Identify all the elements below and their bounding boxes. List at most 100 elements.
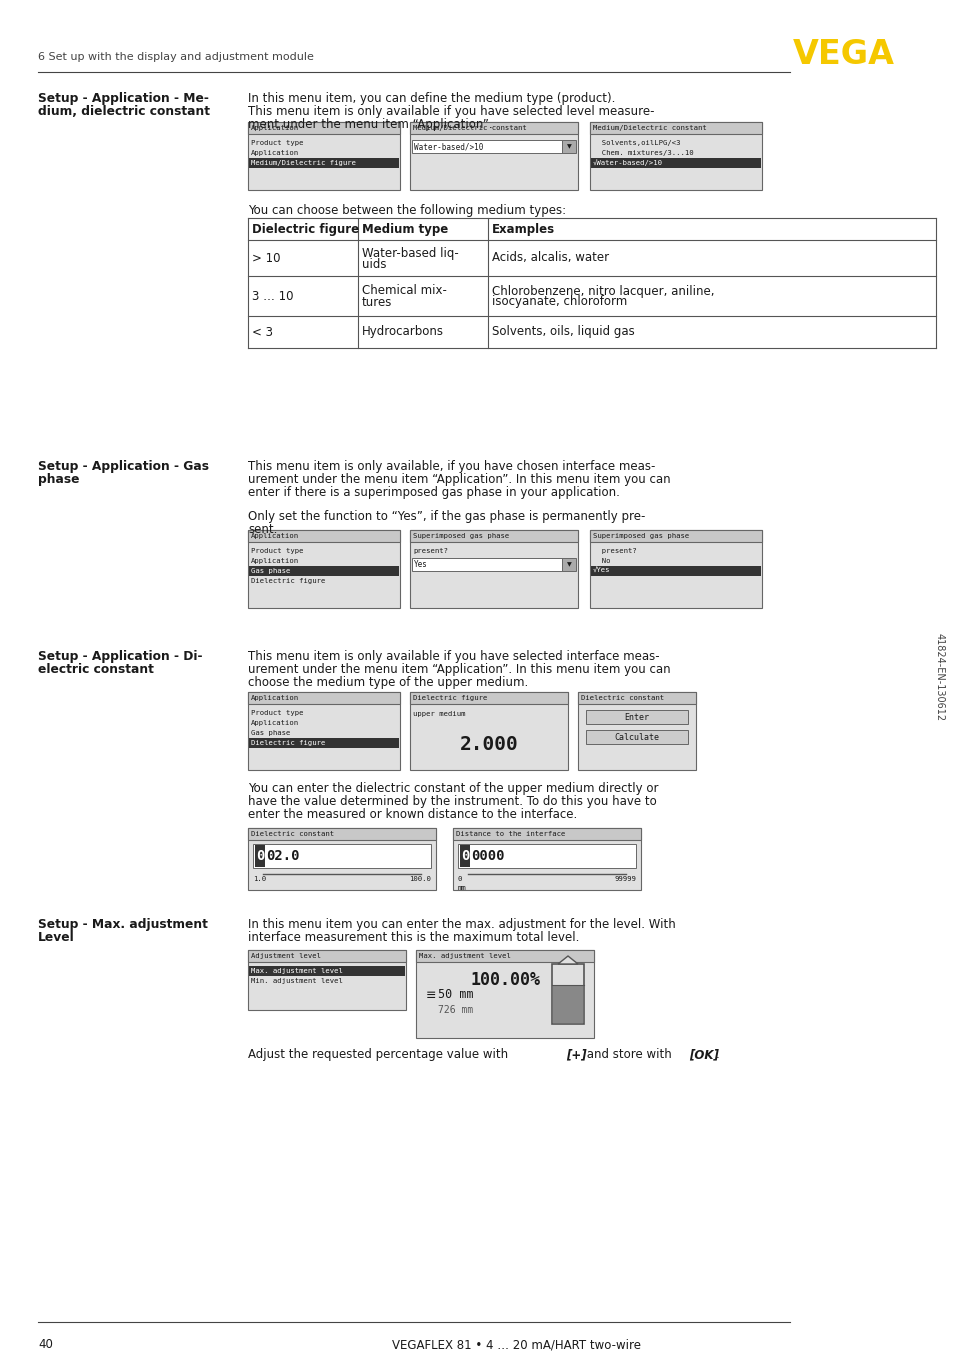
Text: Application: Application — [251, 720, 299, 726]
Text: isocyanate, chloroform: isocyanate, chloroform — [492, 295, 626, 309]
Bar — [249, 158, 398, 168]
Text: enter the measured or known distance to the interface.: enter the measured or known distance to … — [248, 808, 577, 821]
Bar — [578, 692, 696, 704]
Text: Distance to the interface: Distance to the interface — [456, 831, 565, 837]
Text: sent.: sent. — [248, 523, 277, 536]
Bar — [248, 692, 399, 704]
Text: urement under the menu item “Application”. In this menu item you can: urement under the menu item “Application… — [248, 663, 670, 676]
Text: Product type: Product type — [251, 548, 303, 554]
Text: ment under the menu item “Application”.: ment under the menu item “Application”. — [248, 118, 492, 131]
Bar — [561, 558, 576, 571]
Text: Dielectric constant: Dielectric constant — [251, 831, 334, 837]
Bar — [248, 829, 436, 839]
Text: Water-based liq-: Water-based liq- — [361, 246, 458, 260]
Bar — [416, 951, 594, 1039]
Bar — [253, 844, 431, 868]
Text: ▼: ▼ — [566, 562, 571, 567]
Bar — [254, 845, 265, 867]
Bar — [248, 829, 436, 890]
Text: Medium type: Medium type — [361, 222, 448, 236]
Bar — [578, 692, 696, 770]
Text: Application: Application — [251, 125, 299, 131]
Bar — [553, 984, 582, 1022]
Text: Superimposed gas phase: Superimposed gas phase — [593, 533, 688, 539]
Bar — [248, 122, 399, 134]
Text: Max. adjustment level: Max. adjustment level — [418, 953, 511, 959]
Bar — [416, 951, 594, 961]
Bar — [248, 951, 406, 1010]
Text: Chem. mixtures/3...10: Chem. mixtures/3...10 — [593, 150, 693, 156]
Bar — [410, 122, 578, 190]
Text: Chemical mix-: Chemical mix- — [361, 284, 446, 298]
Text: dium, dielectric constant: dium, dielectric constant — [38, 106, 210, 118]
Text: mm: mm — [457, 886, 466, 891]
Text: √Yes: √Yes — [593, 567, 610, 574]
Text: No: No — [593, 558, 610, 565]
Text: Dielectric constant: Dielectric constant — [580, 695, 663, 701]
Text: Medium/Dielectric constant: Medium/Dielectric constant — [593, 125, 706, 131]
Bar — [453, 829, 640, 890]
Text: uids: uids — [361, 257, 386, 271]
Bar — [410, 529, 578, 608]
Text: 02.0: 02.0 — [266, 849, 299, 862]
Bar — [585, 709, 687, 724]
Text: Acids, alcalis, water: Acids, alcalis, water — [492, 252, 608, 264]
Bar — [410, 529, 578, 542]
Text: Hydrocarbons: Hydrocarbons — [361, 325, 443, 338]
Text: Dielectric figure: Dielectric figure — [251, 741, 325, 746]
Text: interface measurement this is the maximum total level.: interface measurement this is the maximu… — [248, 932, 578, 944]
Text: Level: Level — [38, 932, 74, 944]
Text: Setup - Application - Me-: Setup - Application - Me- — [38, 92, 209, 106]
Text: Application: Application — [251, 533, 299, 539]
Text: √Water-based/>10: √Water-based/>10 — [593, 160, 662, 167]
Text: Water-based/>10: Water-based/>10 — [414, 142, 483, 152]
Text: present?: present? — [413, 548, 448, 554]
Text: This menu item is only available, if you have chosen interface meas-: This menu item is only available, if you… — [248, 460, 655, 473]
Bar — [410, 692, 567, 704]
Text: Product type: Product type — [251, 139, 303, 146]
Text: VEGAFLEX 81 • 4 … 20 mA/HART two-wire: VEGAFLEX 81 • 4 … 20 mA/HART two-wire — [392, 1338, 640, 1351]
Text: Setup - Application - Gas: Setup - Application - Gas — [38, 460, 209, 473]
Text: VEGA: VEGA — [792, 38, 894, 70]
Text: 40: 40 — [38, 1338, 52, 1351]
Text: ▼: ▼ — [566, 144, 571, 149]
Text: Medium/Dielectric constant: Medium/Dielectric constant — [413, 125, 526, 131]
Text: This menu item is only available if you have selected interface meas-: This menu item is only available if you … — [248, 650, 659, 663]
Text: Superimposed gas phase: Superimposed gas phase — [413, 533, 509, 539]
Text: Only set the function to “Yes”, if the gas phase is permanently pre-: Only set the function to “Yes”, if the g… — [248, 510, 644, 523]
Bar — [561, 139, 576, 153]
Bar — [453, 829, 640, 839]
Text: Max. adjustment level: Max. adjustment level — [251, 968, 342, 974]
Text: Setup - Max. adjustment: Setup - Max. adjustment — [38, 918, 208, 932]
Bar — [248, 529, 399, 542]
Text: 0000: 0000 — [471, 849, 504, 862]
Text: electric constant: electric constant — [38, 663, 153, 676]
Text: Dielectric figure: Dielectric figure — [251, 578, 325, 584]
Bar — [457, 844, 636, 868]
Bar — [248, 951, 406, 961]
Text: 0: 0 — [255, 849, 264, 862]
Text: < 3: < 3 — [252, 325, 273, 338]
Text: Application: Application — [251, 558, 299, 565]
Bar — [248, 529, 399, 608]
Text: enter if there is a superimposed gas phase in your application.: enter if there is a superimposed gas pha… — [248, 486, 619, 500]
Bar — [249, 738, 398, 747]
Text: Medium/Dielectric figure: Medium/Dielectric figure — [251, 160, 355, 167]
Bar — [585, 730, 687, 743]
Text: Gas phase: Gas phase — [251, 730, 290, 737]
Text: You can enter the dielectric constant of the upper medium directly or: You can enter the dielectric constant of… — [248, 783, 658, 795]
Text: tures: tures — [361, 295, 392, 309]
Text: Adjustment level: Adjustment level — [251, 953, 320, 959]
Bar — [412, 558, 561, 571]
Text: 726 mm: 726 mm — [437, 1005, 473, 1016]
Text: Dielectric figure: Dielectric figure — [252, 222, 358, 236]
Bar — [590, 158, 760, 168]
Text: Min. adjustment level: Min. adjustment level — [251, 978, 342, 984]
Text: Solvents, oils, liquid gas: Solvents, oils, liquid gas — [492, 325, 634, 338]
Text: 50 mm: 50 mm — [437, 987, 473, 1001]
Text: .: . — [716, 1048, 719, 1062]
Bar — [248, 692, 399, 770]
Text: In this menu item you can enter the max. adjustment for the level. With: In this menu item you can enter the max.… — [248, 918, 675, 932]
Text: Application: Application — [251, 150, 299, 156]
Text: Enter: Enter — [624, 712, 649, 722]
